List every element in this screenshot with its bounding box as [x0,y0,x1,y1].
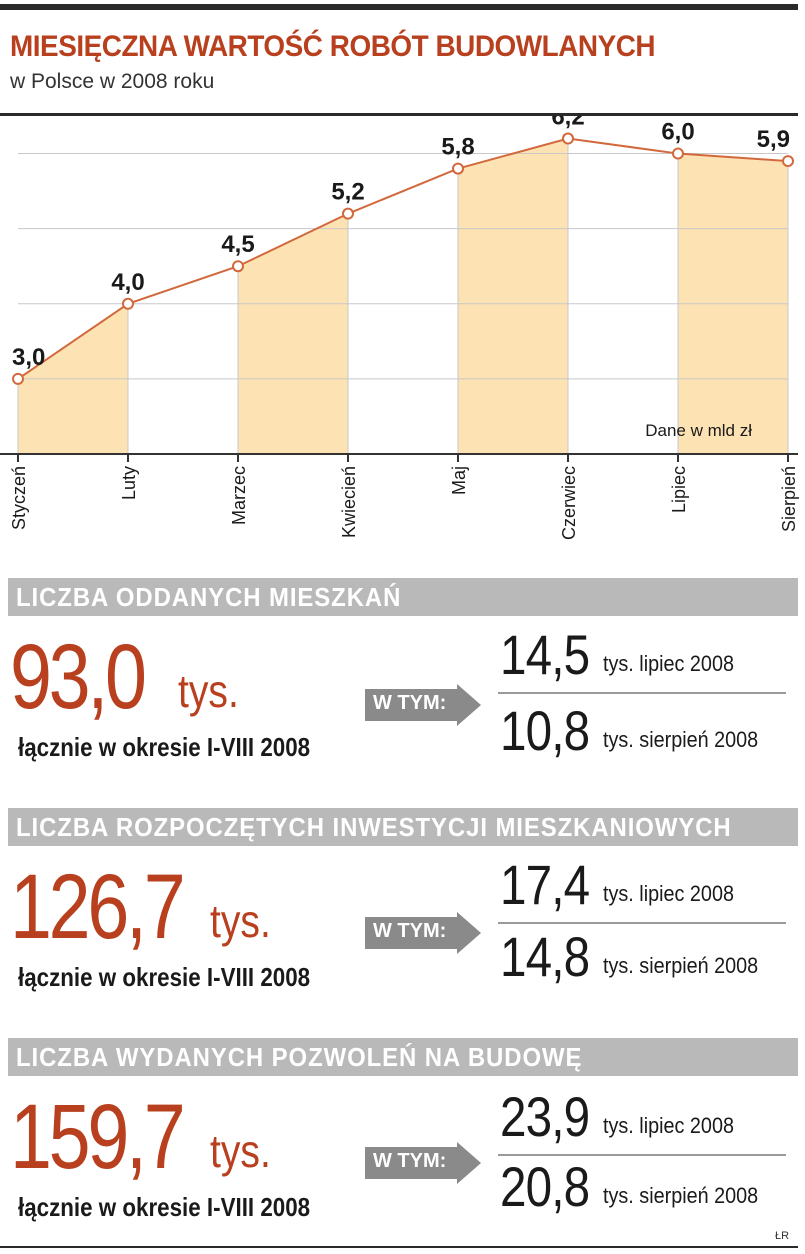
total-unit: tys. [210,895,271,947]
arrow-label: W TYM: [373,1150,447,1172]
data-label: 6,2 [551,116,584,131]
series-line [17,137,789,380]
breakdown-value: 14,5 [500,623,590,686]
arrow-head [457,912,481,954]
data-point [562,132,574,145]
section-header-label: LICZBA WYDANYCH POZWOLEŃ NA BUDOWĘ [16,1042,583,1072]
breakdown-value: 17,4 [500,853,590,916]
breakdown-row: 20,8 tys. sierpień 2008 [500,1154,758,1219]
data-label: 4,5 [221,231,254,258]
x-tick-label: Luty [119,466,139,500]
shaded-band [458,138,568,454]
total-number: 159,7 [10,1086,186,1188]
breakdown-value: 23,9 [500,1085,590,1148]
data-point [12,372,24,385]
x-tick-label: Czerwiec [559,466,579,540]
x-tick-label: Styczeń [9,466,29,530]
breakdown-desc: tys. sierpień 2008 [603,953,759,978]
breakdown-value: 14,8 [500,925,590,988]
line-area-chart: 3,0 4,0 4,5 5,2 5,8 6,2 6,0 5,9 Styczeń Luty Marze… [0,116,799,540]
data-label: 3,0 [12,344,45,371]
x-tick-label: Maj [449,466,469,495]
data-point [122,297,134,310]
breakdown-row: 10,8 tys. sierpień 2008 [500,698,758,763]
section-header-started-investments: LICZBA ROZPOCZĘTYCH INWESTYCJI MIESZKANI… [8,808,798,846]
data-label: 5,9 [757,126,790,153]
total-value-completed-dwellings: 93,0 tys. [10,625,239,730]
total-number: 126,7 [10,856,186,958]
arrow-body [365,689,457,721]
breakdown-desc: tys. sierpień 2008 [603,1183,759,1208]
data-label: 5,8 [441,134,474,161]
top-rule [0,4,798,10]
breakdown-row: 17,4 tys. lipiec 2008 [500,852,734,917]
arrow-body [365,917,457,949]
x-tick-label: Sierpień [779,466,799,532]
breakdown-value: 10,8 [500,699,590,762]
total-unit: tys. [210,1125,271,1177]
breakdown-divider [498,692,786,694]
data-point [342,207,354,220]
data-label: 4,0 [111,269,144,296]
shaded-band [238,213,348,454]
total-value-started-investments: 126,7 tys. [10,855,271,960]
data-point [672,147,684,160]
x-tick-label: Marzec [229,466,249,525]
x-tick-label: Lipiec [669,466,689,513]
arrow-head [457,684,481,726]
breakdown-value: 20,8 [500,1155,590,1218]
breakdown-desc: tys. lipiec 2008 [603,651,734,676]
chart-top-rule [0,113,798,116]
section-header-building-permits: LICZBA WYDANYCH POZWOLEŃ NA BUDOWĘ [8,1038,798,1076]
total-label: łącznie w okresie I-VIII 2008 [18,1192,311,1222]
total-label: łącznie w okresie I-VIII 2008 [18,732,311,762]
total-label: łącznie w okresie I-VIII 2008 [18,962,311,992]
breakdown-row: 23,9 tys. lipiec 2008 [500,1084,734,1149]
total-unit: tys. [178,665,239,717]
data-point [232,260,244,273]
section-header-completed-dwellings: LICZBA ODDANYCH MIESZKAŃ [8,578,798,616]
page-title: MIESIĘCZNA WARTOŚĆ ROBÓT BUDOWLANYCH [10,30,656,63]
unit-note: Dane w mld zł [645,421,752,440]
data-label: 5,2 [331,179,364,206]
breakdown-arrow: W TYM: [365,684,483,726]
breakdown-desc: tys. lipiec 2008 [603,881,734,906]
data-label: 6,0 [661,119,694,146]
breakdown-divider [498,922,786,924]
total-number: 93,0 [10,626,147,728]
arrow-label: W TYM: [373,920,447,942]
data-point [452,162,464,175]
breakdown-desc: tys. sierpień 2008 [603,727,759,752]
breakdown-arrow: W TYM: [365,1142,483,1184]
section-header-label: LICZBA ODDANYCH MIESZKAŃ [16,582,402,612]
breakdown-desc: tys. lipiec 2008 [603,1113,734,1138]
breakdown-divider [498,1154,786,1156]
breakdown-row: 14,8 tys. sierpień 2008 [500,924,758,989]
breakdown-arrow: W TYM: [365,912,483,954]
x-tick-label: Kwiecień [339,466,359,538]
arrow-body [365,1147,457,1179]
arrow-label: W TYM: [373,692,447,714]
data-point [782,155,794,168]
arrow-head [457,1142,481,1184]
breakdown-row: 14,5 tys. lipiec 2008 [500,622,734,687]
section-header-label: LICZBA ROZPOCZĘTYCH INWESTYCJI MIESZKANI… [16,812,732,842]
bottom-rule [0,1246,798,1248]
author-credit: ŁR [775,1230,790,1242]
page-subtitle: w Polsce w 2008 roku [10,70,215,93]
total-value-building-permits: 159,7 tys. [10,1085,271,1190]
